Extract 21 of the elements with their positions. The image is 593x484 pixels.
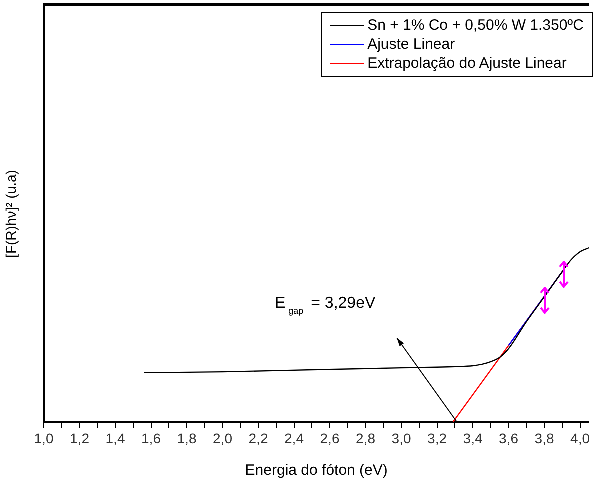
- x-tick-label: 2,2: [248, 430, 268, 446]
- x-tick-label: 1,4: [106, 430, 126, 446]
- x-tick-label: 1,8: [177, 430, 197, 446]
- legend-label: Extrapolação do Ajuste Linear: [368, 54, 568, 73]
- x-tick-label: 1,2: [70, 430, 90, 446]
- x-tick-label: 4,0: [570, 430, 590, 446]
- x-tick-label: 1,6: [142, 430, 162, 446]
- x-tick-label: 3,0: [392, 430, 412, 446]
- x-tick-label: 2,6: [320, 430, 340, 446]
- x-tick-label: 3,8: [534, 430, 554, 446]
- legend-label: Sn + 1% Co + 0,50% W 1.350ºC: [368, 16, 584, 35]
- x-tick-label: 3,2: [428, 430, 448, 446]
- x-tick-label: 3,6: [499, 430, 519, 446]
- legend-label: Ajuste Linear: [368, 35, 456, 54]
- x-tick-label: 2,0: [213, 430, 233, 446]
- x-axis-title: Energia do fóton (eV): [245, 462, 388, 480]
- x-tick-label: 3,4: [463, 430, 483, 446]
- x-tick-label: 1,0: [34, 430, 54, 446]
- x-tick-label: 2,8: [356, 430, 376, 446]
- x-tick-label: 2,4: [284, 430, 304, 446]
- y-axis-title: [F(R)hν]² (u.a): [3, 170, 20, 258]
